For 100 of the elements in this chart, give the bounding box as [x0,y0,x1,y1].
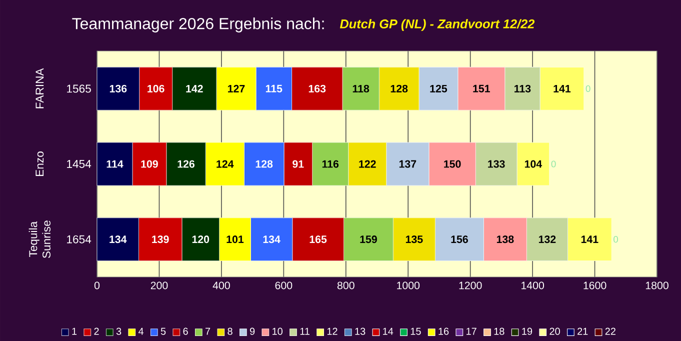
bar [378,66,420,110]
data-label: 125 [430,84,448,92]
data-label: 132 [538,236,556,244]
bar [244,142,284,186]
legend-label: 3 [116,328,122,335]
x-tick-label: 600 [275,282,292,290]
bar [516,142,550,186]
data-label: 104 [524,160,542,168]
data-label: 109 [141,160,158,168]
bar [139,66,173,110]
data-label: 127 [228,84,245,92]
x-tick-label: 0 [94,282,100,290]
bar [166,142,206,186]
legend-label: 18 [494,328,504,335]
bar [96,142,133,186]
data-label: 0 [614,236,618,243]
legend-label: 14 [383,328,394,335]
bar [172,66,217,110]
legend-label: 22 [605,328,616,335]
data-label: 163 [308,84,326,92]
bar [504,66,540,110]
legend-label: 17 [466,328,476,335]
data-label: 141 [554,84,571,92]
legend-label: 6 [183,328,188,335]
legend-label: 16 [438,328,449,335]
bar [292,218,344,262]
legend-label: 8 [228,328,232,335]
data-label: 151 [473,84,490,92]
bar [386,142,430,186]
data-label: 106 [148,84,164,92]
bar [182,218,220,262]
chart-title: Teammanager 2026 Ergebnis nach: [72,18,324,32]
bar [540,66,584,110]
data-label: 115 [266,84,282,92]
bar [216,66,256,110]
data-label: 122 [359,160,376,168]
total-label: 1565 [67,84,91,93]
x-tick-label: 1200 [459,282,482,290]
x-tick-label: 800 [337,282,354,290]
legend-label: 15 [410,328,421,335]
legend-label: 11 [300,328,310,335]
data-label: 156 [451,236,468,244]
bar [256,66,292,110]
y-tick-label: Enzo [36,152,44,176]
data-label: 134 [263,236,280,244]
bar [392,218,436,262]
chart-subtitle: Dutch GP (NL) - Zandvoort 12/22 [340,19,535,31]
x-tick-label: 1600 [584,282,606,290]
bar [434,218,484,262]
x-tick-label: 1400 [522,282,544,290]
bar [284,142,313,186]
legend-label: 4 [138,328,144,335]
bar [428,142,476,186]
bar [418,66,458,110]
data-label: 0 [551,160,556,168]
data-label: 165 [310,236,327,244]
data-label: 150 [444,160,461,168]
data-label: 128 [390,84,408,92]
legend-label: 19 [522,328,532,335]
legend-label: 7 [206,328,210,335]
data-label: 128 [256,160,273,168]
legend-label: 20 [550,328,560,335]
legend-label: 5 [160,328,166,335]
bar [219,218,251,262]
bar [458,66,506,110]
bar [205,142,244,186]
legend-label: 1 [72,328,77,335]
total-label: 1654 [67,235,92,244]
y-tick-label: FARINA [36,68,44,108]
data-label: 120 [192,236,210,244]
data-label: 137 [399,160,416,168]
bar [132,142,167,186]
data-label: 116 [322,160,339,168]
bar [96,66,140,110]
bar [291,66,343,110]
data-label: 134 [110,236,127,244]
data-label: 0 [586,85,590,92]
x-tick-label: 400 [212,282,230,290]
data-label: 135 [406,236,423,244]
data-label: 91 [292,160,304,168]
data-label: 142 [186,84,203,92]
data-label: 114 [106,160,124,168]
data-label: 139 [152,236,169,244]
x-tick-label: 1000 [397,282,420,290]
bar [483,218,527,262]
data-label: 118 [352,84,370,92]
data-label: 136 [110,84,127,92]
bar [567,218,612,262]
data-label: 159 [360,236,377,244]
legend-label: 21 [578,328,588,335]
bar [475,142,518,186]
bar [138,218,182,262]
total-label: 1454 [67,160,92,168]
bar [343,218,394,262]
data-label: 124 [216,160,234,168]
data-label: 141 [581,236,598,243]
bar [348,142,387,186]
data-label: 101 [226,236,244,244]
legend-label: 10 [272,328,283,335]
legend-label: 12 [327,328,338,335]
